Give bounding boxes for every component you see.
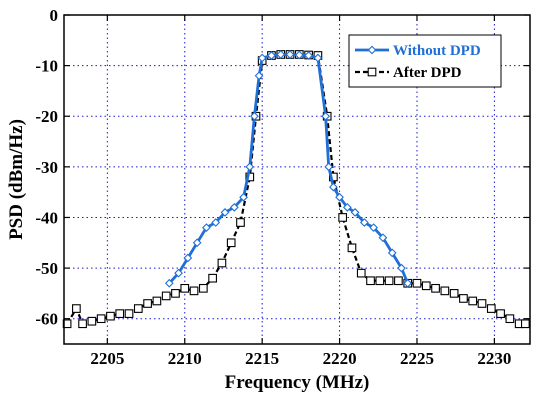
data-point	[335, 192, 344, 202]
data-point	[449, 289, 459, 298]
data-point	[250, 111, 259, 121]
data-point	[171, 289, 180, 298]
legend-marker	[367, 67, 377, 77]
data-point	[440, 286, 450, 296]
data-point	[397, 263, 406, 273]
data-point	[421, 281, 431, 291]
data-point	[133, 304, 143, 313]
data-point	[198, 283, 208, 293]
data-point	[87, 316, 97, 326]
data-point	[254, 71, 264, 81]
data-point	[384, 276, 394, 286]
data-point	[72, 304, 81, 313]
data-point	[192, 238, 202, 248]
data-point	[180, 283, 190, 293]
legend: Without DPD After DPD	[348, 34, 502, 88]
data-point	[329, 182, 338, 192]
y-tick-label: -40	[35, 208, 58, 227]
x-tick-label: 2230	[477, 349, 511, 368]
data-point	[285, 50, 295, 59]
data-point	[313, 53, 323, 63]
data-point	[257, 53, 267, 63]
data-point	[359, 218, 369, 227]
axis-ticks: 0 -10 -20 -30 -40 -50 -60 2205 2210 2215 2220 2225 2…	[35, 6, 530, 368]
plot-frame	[63, 14, 531, 345]
data-point	[211, 218, 221, 227]
data-point	[369, 223, 379, 232]
data-point	[152, 296, 162, 306]
x-tick-label: 2205	[90, 349, 124, 368]
y-tick-label: -10	[35, 57, 58, 76]
data-point	[124, 309, 134, 318]
y-axis-title: PSD (dBm/Hz)	[6, 119, 27, 240]
data-point	[174, 268, 183, 278]
data-point	[276, 50, 286, 59]
data-point	[143, 299, 152, 308]
data-point	[236, 218, 245, 227]
data-point	[505, 314, 515, 324]
data-point	[202, 223, 211, 232]
data-point	[366, 276, 375, 286]
data-point	[431, 283, 440, 293]
data-point	[403, 278, 413, 288]
data-point	[115, 309, 125, 318]
legend-marker	[367, 45, 377, 55]
data-point	[164, 278, 174, 288]
data-point	[468, 296, 478, 306]
data-point	[486, 304, 496, 313]
data-point	[161, 291, 171, 301]
y-tick-label: -20	[35, 107, 58, 126]
data-point	[412, 278, 422, 288]
data-point	[96, 314, 106, 324]
data-point	[208, 273, 217, 283]
x-tick-label: 2215	[245, 349, 279, 368]
data-point	[496, 309, 505, 318]
data-point	[394, 276, 403, 286]
data-point	[342, 202, 352, 212]
legend-marker-without-dpd	[367, 45, 377, 55]
data-point	[245, 162, 255, 172]
data-point	[387, 248, 397, 258]
data-point	[477, 299, 487, 308]
legend-marker-after-dpd	[367, 67, 377, 77]
data-point	[78, 319, 87, 329]
x-tick-label: 2210	[168, 349, 202, 368]
data-point	[321, 111, 331, 121]
data-point	[338, 213, 348, 222]
series-layer	[62, 50, 530, 329]
data-point	[356, 268, 366, 278]
x-tick-label: 2225	[400, 349, 434, 368]
data-point	[226, 238, 236, 248]
legend-label-after-dpd: After DPD	[393, 65, 462, 81]
data-point	[521, 319, 530, 329]
data-point	[294, 50, 304, 60]
data-point	[324, 162, 334, 172]
x-tick-label: 2220	[323, 349, 357, 368]
data-point	[350, 208, 360, 217]
data-point	[347, 243, 357, 253]
data-point	[217, 258, 227, 268]
legend-box	[348, 34, 502, 88]
data-point	[329, 172, 338, 182]
y-tick-label: -60	[35, 310, 58, 329]
data-point	[378, 233, 388, 243]
data-point	[267, 51, 276, 60]
x-axis-title: Frequency (MHz)	[225, 372, 370, 393]
data-point	[375, 276, 385, 286]
data-point	[229, 202, 239, 212]
data-point	[189, 286, 199, 296]
data-point	[239, 192, 248, 202]
legend-label-without-dpd: Without DPD	[393, 43, 481, 59]
data-point	[220, 208, 230, 217]
y-tick-label: -50	[35, 259, 58, 278]
data-point	[304, 51, 313, 60]
data-point	[183, 253, 193, 263]
series-without-dpd	[164, 50, 413, 288]
y-tick-label: 0	[50, 6, 59, 25]
data-point	[459, 294, 468, 303]
y-tick-label: -30	[35, 158, 58, 177]
data-point	[106, 311, 115, 321]
